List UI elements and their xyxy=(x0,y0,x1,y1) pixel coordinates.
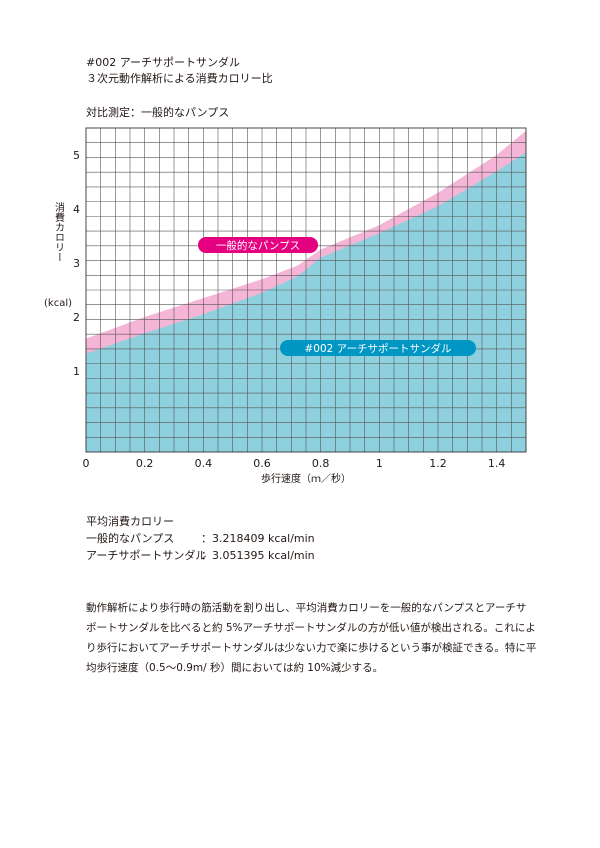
x-tick-label: 0 xyxy=(83,457,90,470)
average-label-pumps: 一般的なパンプス xyxy=(86,532,175,545)
y-tick-label: 1 xyxy=(73,365,80,378)
page-title: #002 アーチサポートサンダル xyxy=(86,56,241,69)
averages-heading: 平均消費カロリー xyxy=(86,515,174,528)
x-tick-label: 0.8 xyxy=(312,457,330,470)
description-line: ポートサンダルを比べると約 5%アーチサポートサンダルの方が低い値が検出される。… xyxy=(86,622,536,634)
y-tick-label: 3 xyxy=(73,257,80,270)
legend-label-pumps: 一般的なパンプス xyxy=(198,237,318,253)
y-tick-label: 5 xyxy=(73,149,80,162)
x-tick-label: 0.2 xyxy=(136,457,154,470)
comparison-label: 対比測定：一般的なパンプス xyxy=(86,106,230,119)
y-tick-label: 4 xyxy=(73,203,80,216)
average-value-pumps: ：3.218409 kcal/min xyxy=(201,532,315,545)
x-tick-label: 1.4 xyxy=(488,457,506,470)
y-axis-label: 消費カロリー xyxy=(53,201,65,262)
legend-label-sandal-text: #002 アーチサポートサンダル xyxy=(304,342,451,355)
description-paragraph: 動作解析により歩行時の筋活動を割り出し、平均消費カロリーを一般的なパンプスとアー… xyxy=(86,598,537,678)
legend-label-pumps-text: 一般的なパンプス xyxy=(216,239,300,252)
x-axis-label: 歩行速度（ｍ／秒） xyxy=(261,472,351,485)
description-line: 動作解析により歩行時の筋活動を割り出し、平均消費カロリーを一般的なパンプスとアー… xyxy=(86,602,527,614)
x-tick-label: 0.4 xyxy=(195,457,213,470)
x-tick-label: 0.6 xyxy=(253,457,271,470)
plot-frame xyxy=(85,127,527,453)
calorie-chart: 0 0.2 0.4 0.6 0.8 1 1.2 1.4 1 2 3 4 5 歩行速度（ｍ／秒） 消費カロリー… xyxy=(44,127,527,485)
page-subtitle: ３次元動作解析による消費カロリー比 xyxy=(86,72,273,85)
description-line: り歩行においてアーチサポートサンダルは少ない力で楽に歩けるという事が検証できる。… xyxy=(86,642,537,654)
average-row-pumps: 一般的なパンプス ：3.218409 kcal/min xyxy=(86,530,315,547)
description-line: 均歩行速度（0.5〜0.9m/ 秒）間においては約 10%減少する。 xyxy=(86,662,384,674)
average-row-sandal: アーチサポートサンダル ：3.051395 kcal/min xyxy=(86,547,315,564)
x-tick-label: 1.2 xyxy=(429,457,447,470)
legend-label-pumps-bg xyxy=(198,237,318,253)
y-tick-label: 2 xyxy=(73,311,80,324)
average-value-sandal: ：3.051395 kcal/min xyxy=(201,549,315,562)
legend-label-sandal: #002 アーチサポートサンダル xyxy=(280,340,476,356)
y-axis-unit: (kcal) xyxy=(44,298,72,309)
average-label-sandal: アーチサポートサンダル xyxy=(86,549,207,562)
legend-label-sandal-bg xyxy=(280,340,476,356)
x-tick-label: 1 xyxy=(376,457,383,470)
